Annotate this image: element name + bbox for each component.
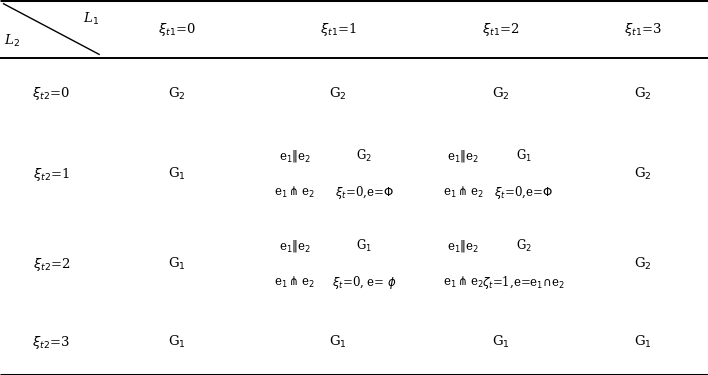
Text: $\xi_{t1}$=1: $\xi_{t1}$=1 — [319, 21, 357, 38]
Text: $\xi_t$=0,e=$\Phi$: $\xi_t$=0,e=$\Phi$ — [335, 184, 394, 201]
Text: e$_1$$\pitchfork$e$_2$: e$_1$$\pitchfork$e$_2$ — [442, 185, 483, 200]
Text: e$_1$$\Vert$e$_2$: e$_1$$\Vert$e$_2$ — [447, 148, 479, 164]
Text: G$_2$: G$_2$ — [634, 256, 651, 272]
Text: e$_1$$\pitchfork$e$_2$: e$_1$$\pitchfork$e$_2$ — [275, 275, 315, 290]
Text: $\xi_{t2}$=0: $\xi_{t2}$=0 — [33, 85, 70, 102]
Text: G$_2$: G$_2$ — [634, 86, 651, 102]
Text: G$_2$: G$_2$ — [356, 148, 372, 164]
Text: $\zeta_t$=1,e=e$_1$$\cap$e$_2$: $\zeta_t$=1,e=e$_1$$\cap$e$_2$ — [482, 274, 565, 291]
Text: $\xi_{t2}$=3: $\xi_{t2}$=3 — [33, 334, 70, 351]
Text: $\xi_{t1}$=0: $\xi_{t1}$=0 — [158, 21, 196, 38]
Text: G$_2$: G$_2$ — [515, 238, 532, 254]
Text: L$_1$: L$_1$ — [83, 11, 99, 27]
Text: e$_1$$\Vert$e$_2$: e$_1$$\Vert$e$_2$ — [279, 238, 311, 254]
Text: $\xi_t$=0, e= $\phi$: $\xi_t$=0, e= $\phi$ — [331, 274, 396, 291]
Text: G$_1$: G$_1$ — [168, 334, 186, 350]
Text: G$_1$: G$_1$ — [356, 238, 372, 254]
Text: G$_2$: G$_2$ — [634, 166, 651, 182]
Text: G$_1$: G$_1$ — [515, 148, 532, 164]
Text: $\xi_{t1}$=2: $\xi_{t1}$=2 — [482, 21, 520, 38]
Text: $\xi_t$=0,e=$\Phi$: $\xi_t$=0,e=$\Phi$ — [494, 184, 553, 201]
Text: e$_1$$\Vert$e$_2$: e$_1$$\Vert$e$_2$ — [447, 238, 479, 254]
Text: G$_1$: G$_1$ — [329, 334, 347, 350]
Text: e$_1$$\pitchfork$e$_2$: e$_1$$\pitchfork$e$_2$ — [275, 185, 315, 200]
Text: G$_2$: G$_2$ — [329, 86, 347, 102]
Text: G$_2$: G$_2$ — [169, 86, 185, 102]
Text: $\xi_{t1}$=3: $\xi_{t1}$=3 — [624, 21, 661, 38]
Text: $\xi_{t2}$=2: $\xi_{t2}$=2 — [33, 256, 70, 273]
Text: G$_2$: G$_2$ — [492, 86, 510, 102]
Text: G$_1$: G$_1$ — [492, 334, 510, 350]
Text: e$_1$$\Vert$e$_2$: e$_1$$\Vert$e$_2$ — [279, 148, 311, 164]
Text: G$_1$: G$_1$ — [168, 256, 186, 272]
Text: L$_2$: L$_2$ — [4, 33, 20, 49]
Text: G$_1$: G$_1$ — [168, 166, 186, 182]
Text: e$_1$$\pitchfork$e$_2$: e$_1$$\pitchfork$e$_2$ — [442, 275, 483, 290]
Text: G$_1$: G$_1$ — [634, 334, 651, 350]
Text: $\xi_{t2}$=1: $\xi_{t2}$=1 — [33, 166, 70, 183]
